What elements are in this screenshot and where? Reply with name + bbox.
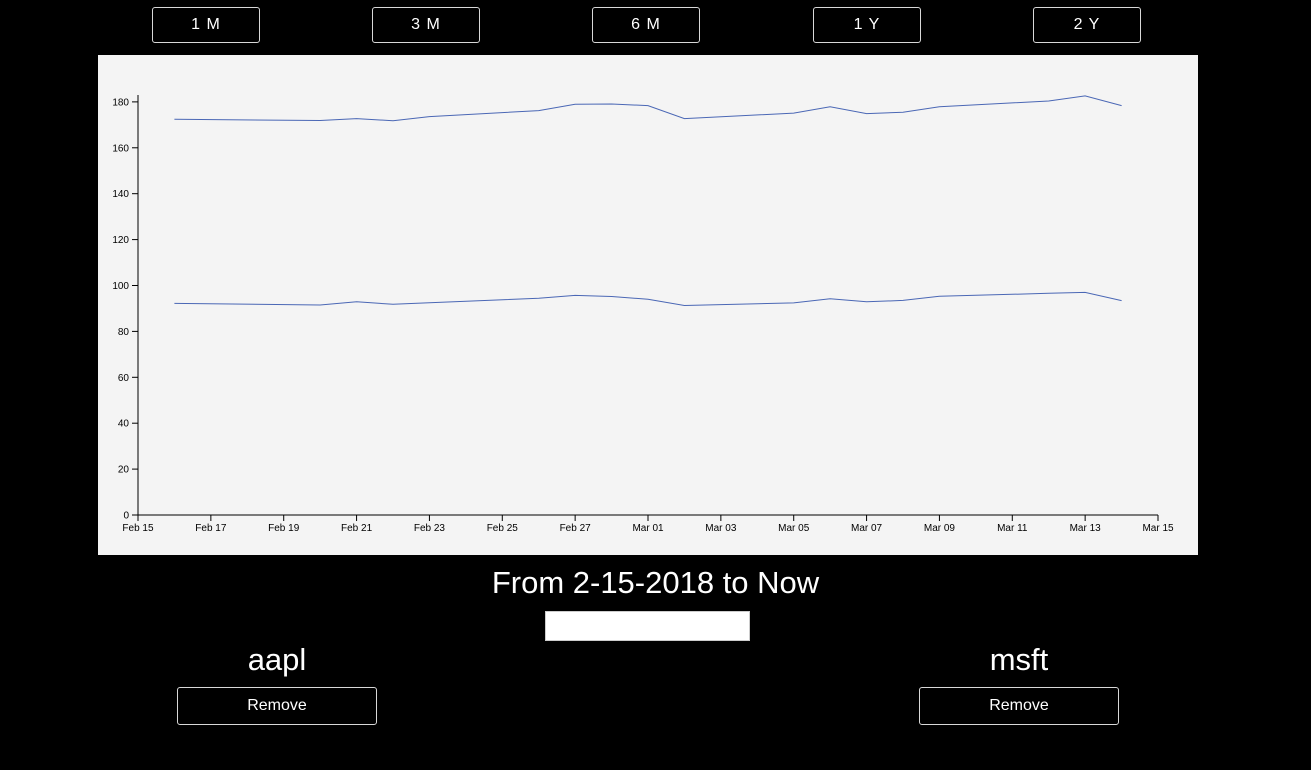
y-tick-label: 180: [112, 97, 129, 108]
y-tick-label: 120: [112, 235, 129, 246]
y-tick-label: 0: [123, 511, 129, 522]
range-button-6m[interactable]: 6 M: [592, 7, 700, 43]
x-tick-label: Feb 19: [268, 523, 300, 534]
stock-name-msft: msft: [989, 642, 1049, 677]
remove-msft-button[interactable]: Remove: [919, 687, 1119, 725]
y-tick-label: 60: [118, 373, 130, 384]
x-tick-label: Mar 03: [705, 523, 737, 534]
y-tick-label: 40: [118, 419, 130, 430]
range-button-2y[interactable]: 2 Y: [1033, 7, 1141, 43]
x-tick-label: Mar 01: [632, 523, 664, 534]
x-tick-label: Feb 27: [560, 523, 592, 534]
x-tick-label: Feb 17: [195, 523, 227, 534]
range-button-1y[interactable]: 1 Y: [813, 7, 921, 43]
series-line-1: [174, 291, 1122, 307]
y-tick-label: 160: [112, 143, 129, 154]
date-range-text: From 2-15-2018 to Now: [491, 565, 820, 600]
x-tick-label: Mar 05: [778, 523, 810, 534]
y-tick-label: 80: [118, 327, 130, 338]
x-tick-label: Feb 23: [414, 523, 446, 534]
range-button-1m[interactable]: 1 M: [152, 7, 260, 43]
y-tick-label: 140: [112, 189, 129, 200]
x-tick-label: Mar 11: [997, 523, 1028, 534]
chart-svg: 0 20 40 60 80 100 120 140 160 180 Feb 15 Feb 17 Feb …: [112, 95, 1174, 534]
ticker-input[interactable]: [545, 611, 750, 641]
x-tick-label: Mar 07: [851, 523, 883, 534]
x-tick-label: Mar 15: [1142, 523, 1174, 534]
x-tick-label: Feb 15: [122, 523, 154, 534]
remove-aapl-button[interactable]: Remove: [177, 687, 377, 725]
stock-name-aapl: aapl: [247, 642, 307, 677]
x-tick-label: Feb 25: [487, 523, 519, 534]
y-tick-label: 100: [112, 281, 129, 292]
x-tick-label: Mar 13: [1070, 523, 1102, 534]
range-button-3m[interactable]: 3 M: [372, 7, 480, 43]
stock-chart: 0 20 40 60 80 100 120 140 160 180 Feb 15 Feb 17 Feb …: [98, 55, 1198, 555]
x-tick-label: Mar 09: [924, 523, 956, 534]
x-tick-label: Feb 21: [341, 523, 373, 534]
series-line-0: [174, 95, 1122, 122]
y-tick-label: 20: [118, 465, 130, 476]
